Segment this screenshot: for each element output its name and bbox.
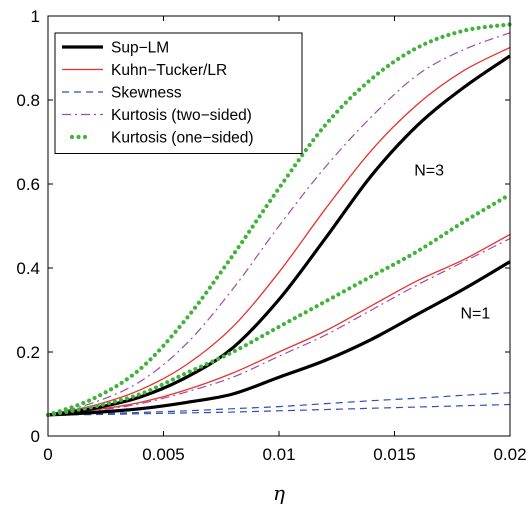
legend-swatch-kurtosis-one-sided [69,134,88,140]
series-line-kuhn-tucker-lr-n3 [47,46,511,416]
legend-label-kuhn-tucker-lr: Kuhn−Tucker/LR [111,62,227,79]
legend-swatch-dot [69,134,75,140]
x-tick-label: 0.015 [373,445,416,464]
series-line-kurtosis-two-sided-n3 [47,32,511,416]
y-tick-label: 1 [31,7,40,26]
series-line-skewness-n1 [47,403,511,416]
x-tick-label: 0.01 [262,445,295,464]
x-tick-label: 0 [43,445,52,464]
series-line-sup-lm-n3 [47,54,511,417]
x-axis-label: η [273,481,285,505]
series-line-kurtosis-one-sided-n1 [45,192,513,418]
series-line-kurtosis-two-sided-n1 [47,238,511,416]
y-tick-label: 0.6 [16,175,40,194]
x-tick-label: 0.02 [493,445,526,464]
legend-label-sup-lm: Sup−LM [111,40,169,57]
legend-label-kurtosis-one-sided: Kurtosis (one−sided) [111,130,254,147]
series-line-sup-lm-n1 [47,260,511,417]
series-line-kuhn-tucker-lr-n1 [47,233,511,416]
y-tick-label: 0.4 [16,259,40,278]
tick-layer: 0 0.005 0.01 0.015 0.02 0 0.2 0.4 0.6 0.8 1 [16,7,526,464]
series-line-skewness-n3 [47,392,511,416]
annotation-n1: N=1 [460,305,490,322]
x-tick-label: 0.005 [142,445,185,464]
y-tick-label: 0 [31,427,40,446]
legend-label-kurtosis-two-sided: Kurtosis (two−sided) [111,107,252,124]
legend: Sup−LM Kuhn−Tucker/LR Skewness Kurtosis (tw… [54,32,303,154]
series-layer [45,22,513,418]
legend-box [54,32,303,154]
annotation-n3: N=3 [414,163,444,180]
series-line-kurtosis-one-sided-n3 [45,22,513,418]
legend-label-skewness: Skewness [111,85,182,102]
legend-swatch-dot [76,134,81,140]
y-tick-label: 0.8 [16,91,40,110]
y-tick-label: 0.2 [16,343,40,362]
annotation-layer: N=3 N=1 [414,163,490,323]
legend-swatch-dot [82,134,88,140]
